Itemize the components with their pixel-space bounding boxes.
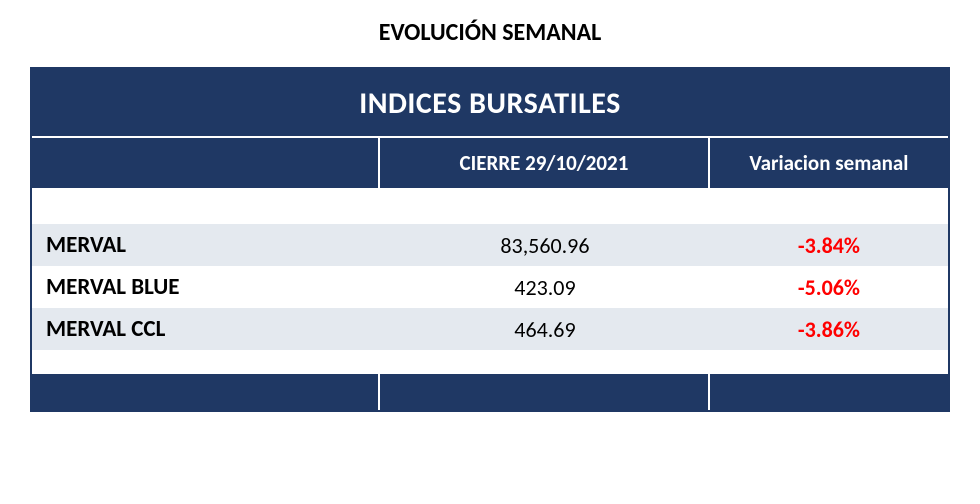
table-row: MERVAL CCL 464.69 -3.86%: [32, 308, 948, 350]
footer-cell: [380, 374, 710, 410]
cell-close: 423.09: [380, 274, 710, 301]
spacer-row: [32, 188, 948, 224]
table-banner: INDICES BURSATILES: [32, 69, 948, 136]
cell-variation: -3.84%: [710, 232, 948, 259]
cell-close: 83,560.96: [380, 232, 710, 259]
table-body: MERVAL 83,560.96 -3.84% MERVAL BLUE 423.…: [32, 188, 948, 410]
footer-cell: [710, 374, 948, 410]
indices-table: INDICES BURSATILES CIERRE 29/10/2021 Var…: [30, 67, 950, 412]
table-header-row: CIERRE 29/10/2021 Variacion semanal: [32, 136, 948, 188]
footer-cell: [32, 374, 380, 410]
cell-name: MERVAL: [32, 231, 380, 259]
col-header-close: CIERRE 29/10/2021: [380, 138, 710, 188]
cell-name: MERVAL CCL: [32, 315, 380, 343]
page-title: EVOLUCIÓN SEMANAL: [30, 18, 950, 47]
table-row: MERVAL 83,560.96 -3.84%: [32, 224, 948, 266]
col-header-variation: Variacion semanal: [710, 138, 948, 188]
cell-variation: -5.06%: [710, 274, 948, 301]
cell-name: MERVAL BLUE: [32, 273, 380, 301]
table-footer-row: [32, 374, 948, 410]
cell-close: 464.69: [380, 316, 710, 343]
table-row: MERVAL BLUE 423.09 -5.06%: [32, 266, 948, 308]
cell-variation: -3.86%: [710, 316, 948, 343]
col-header-name: [32, 138, 380, 188]
